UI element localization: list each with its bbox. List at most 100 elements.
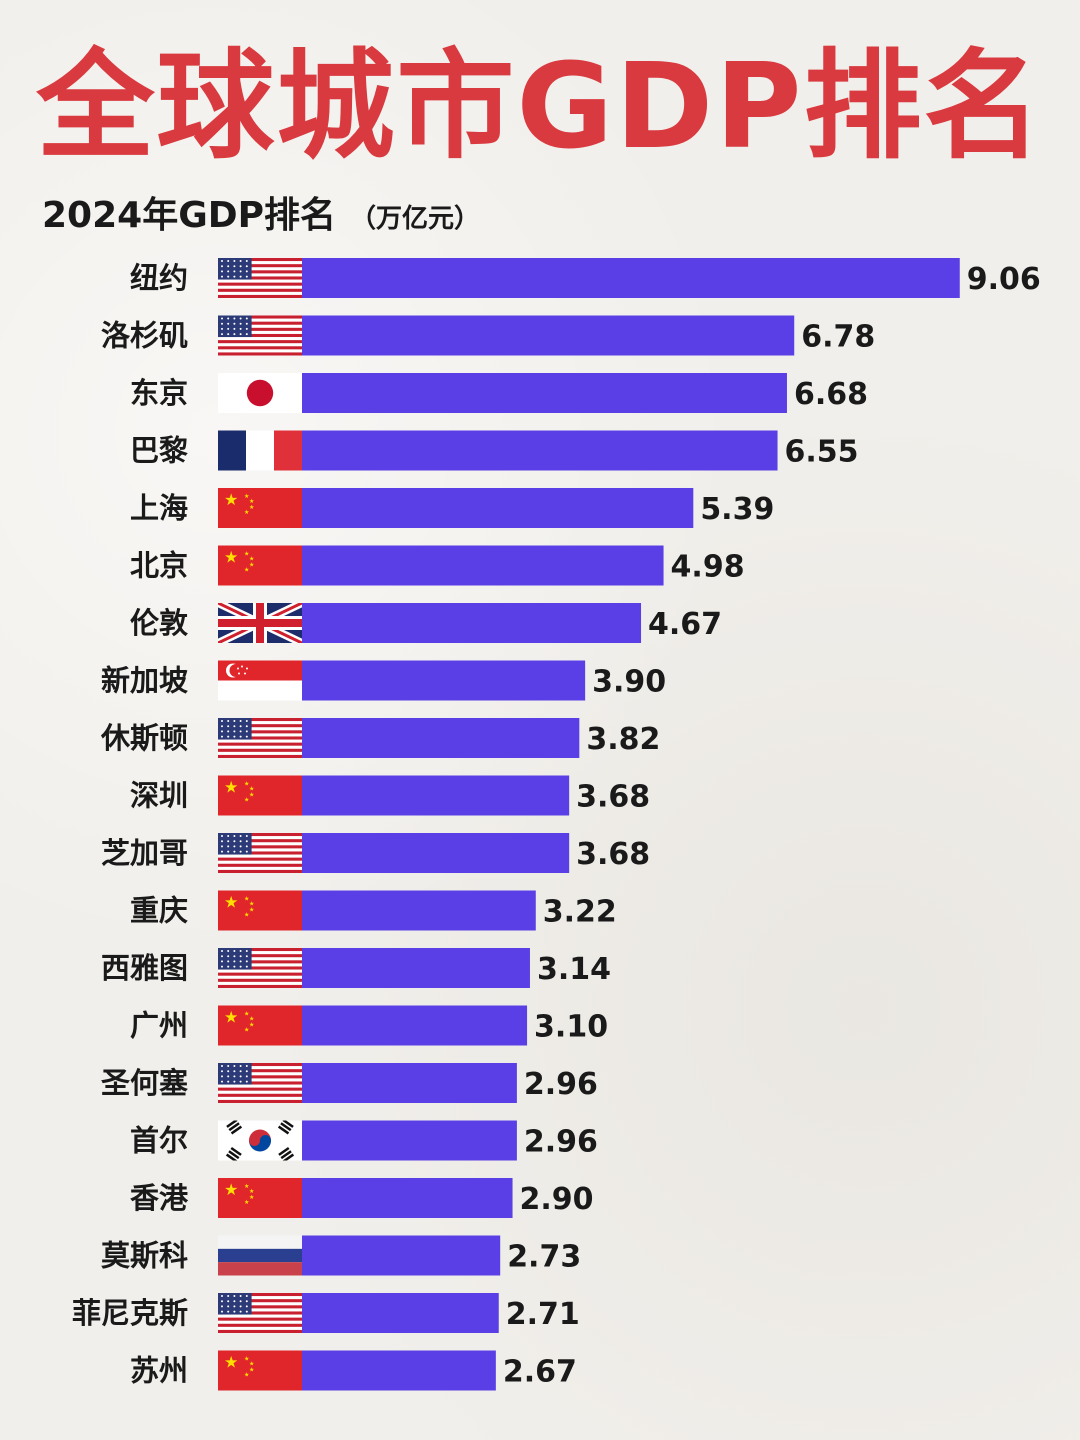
svg-text:★: ★ (224, 893, 238, 912)
gdp-bar (302, 373, 787, 413)
gdp-bar (302, 1063, 517, 1103)
city-label: 圣何塞 (101, 1066, 188, 1100)
uk-flag-icon (218, 603, 302, 643)
city-label: 纽约 (130, 261, 188, 295)
svg-text:★: ★ (249, 901, 254, 908)
city-label: 西雅图 (101, 951, 188, 985)
value-label: 3.22 (543, 895, 617, 930)
svg-text:★: ★ (249, 1016, 254, 1023)
us-flag-icon (218, 258, 302, 298)
bar-row: 芝加哥 3.68 (101, 833, 650, 873)
bar-row: 苏州 ★ ★★★★ 2.67 (130, 1350, 577, 1391)
us-flag-icon (218, 833, 302, 873)
value-label: 4.67 (648, 607, 722, 642)
svg-text:★: ★ (249, 907, 254, 914)
city-label: 巴黎 (130, 434, 188, 468)
value-label: 6.55 (785, 435, 859, 470)
bar-row: 西雅图 3.14 (101, 948, 611, 988)
svg-text:★: ★ (244, 493, 249, 500)
gdp-bar (302, 833, 570, 873)
svg-text:★: ★ (224, 1353, 238, 1372)
value-label: 2.90 (520, 1182, 594, 1217)
us-flag-icon (218, 718, 302, 758)
value-label: 3.68 (576, 837, 650, 872)
france-flag-icon (218, 430, 302, 471)
china-flag-icon: ★ ★★★★ (218, 775, 302, 816)
city-label: 伦敦 (130, 606, 188, 640)
svg-text:★: ★ (249, 1194, 254, 1201)
bar-row: 洛杉矶 6.78 (101, 315, 875, 356)
svg-text:★: ★ (249, 1367, 254, 1374)
value-label: 3.10 (534, 1010, 608, 1045)
gdp-bar (302, 258, 960, 298)
value-label: 3.82 (586, 722, 660, 757)
bar-row: 首尔 2.96 (130, 1120, 598, 1161)
svg-text:★: ★ (249, 1022, 254, 1029)
subtitle-unit: （万亿元） (350, 204, 481, 234)
gdp-bar (302, 1120, 517, 1161)
value-label: 2.96 (524, 1125, 598, 1160)
bar-row: 广州 ★ ★★★★ 3.10 (130, 1005, 608, 1046)
svg-text:★: ★ (244, 797, 249, 804)
bar-row: 新加坡 3.90 (101, 660, 666, 701)
value-label: 6.78 (801, 320, 875, 355)
subtitle-main: 2024年GDP排名 (42, 195, 337, 236)
value-label: 6.68 (794, 377, 868, 412)
bar-row: 菲尼克斯 2.71 (72, 1293, 580, 1333)
china-flag-icon: ★ ★★★★ (218, 488, 302, 528)
svg-text:★: ★ (249, 1188, 254, 1195)
svg-text:★: ★ (244, 896, 249, 903)
bar-row: 香港 ★ ★★★★ 2.90 (130, 1178, 594, 1218)
us-flag-icon (218, 315, 302, 356)
singapore-flag-icon (218, 660, 302, 701)
gdp-bar (302, 315, 795, 356)
city-label: 北京 (130, 549, 188, 583)
svg-text:★: ★ (244, 781, 249, 788)
svg-text:★: ★ (244, 551, 249, 558)
svg-text:★: ★ (224, 490, 238, 509)
city-label: 深圳 (130, 779, 188, 813)
svg-text:★: ★ (249, 556, 254, 563)
city-label: 洛杉矶 (101, 319, 188, 353)
svg-text:★: ★ (244, 1011, 249, 1018)
gdp-bar (302, 660, 586, 701)
svg-text:★: ★ (244, 1356, 249, 1363)
svg-text:★: ★ (244, 1372, 249, 1379)
gdp-bar (302, 430, 778, 471)
value-label: 9.06 (967, 262, 1041, 297)
gdp-bar (302, 1178, 513, 1218)
city-label: 莫斯科 (101, 1239, 188, 1273)
gdp-bar (302, 890, 536, 931)
city-label: 上海 (130, 491, 188, 525)
bar-row: 圣何塞 2.96 (101, 1063, 598, 1103)
svg-text:★: ★ (244, 1183, 249, 1190)
bar-row: 休斯顿 3.82 (100, 718, 660, 758)
us-flag-icon (218, 1293, 302, 1333)
bar-row: 纽约 9.06 (130, 258, 1041, 298)
svg-text:★: ★ (249, 1361, 254, 1368)
page-title: 全球城市GDP排名 (36, 37, 1044, 175)
city-label: 香港 (130, 1181, 189, 1215)
bar-row: 上海 ★ ★★★★ 5.39 (130, 488, 774, 528)
china-flag-icon: ★ ★★★★ (218, 545, 302, 586)
gdp-bar (302, 775, 570, 816)
china-flag-icon: ★ ★★★★ (218, 1350, 302, 1391)
svg-text:★: ★ (244, 567, 249, 574)
city-label: 新加坡 (101, 664, 188, 698)
gdp-bar (302, 1005, 528, 1046)
value-label: 4.98 (671, 550, 745, 585)
city-label: 重庆 (130, 894, 188, 928)
bar-row: 重庆 ★ ★★★★ 3.22 (130, 890, 617, 931)
city-label: 苏州 (130, 1354, 188, 1388)
svg-text:★: ★ (244, 912, 249, 919)
gdp-bar (302, 948, 530, 988)
gdp-bar (302, 603, 642, 643)
svg-text:★: ★ (249, 504, 254, 511)
china-flag-icon: ★ ★★★★ (218, 1005, 302, 1046)
value-label: 2.67 (503, 1355, 577, 1390)
value-label: 2.96 (524, 1067, 598, 1102)
svg-text:★: ★ (249, 786, 254, 793)
svg-text:★: ★ (224, 1180, 238, 1199)
gdp-bar (302, 718, 580, 758)
